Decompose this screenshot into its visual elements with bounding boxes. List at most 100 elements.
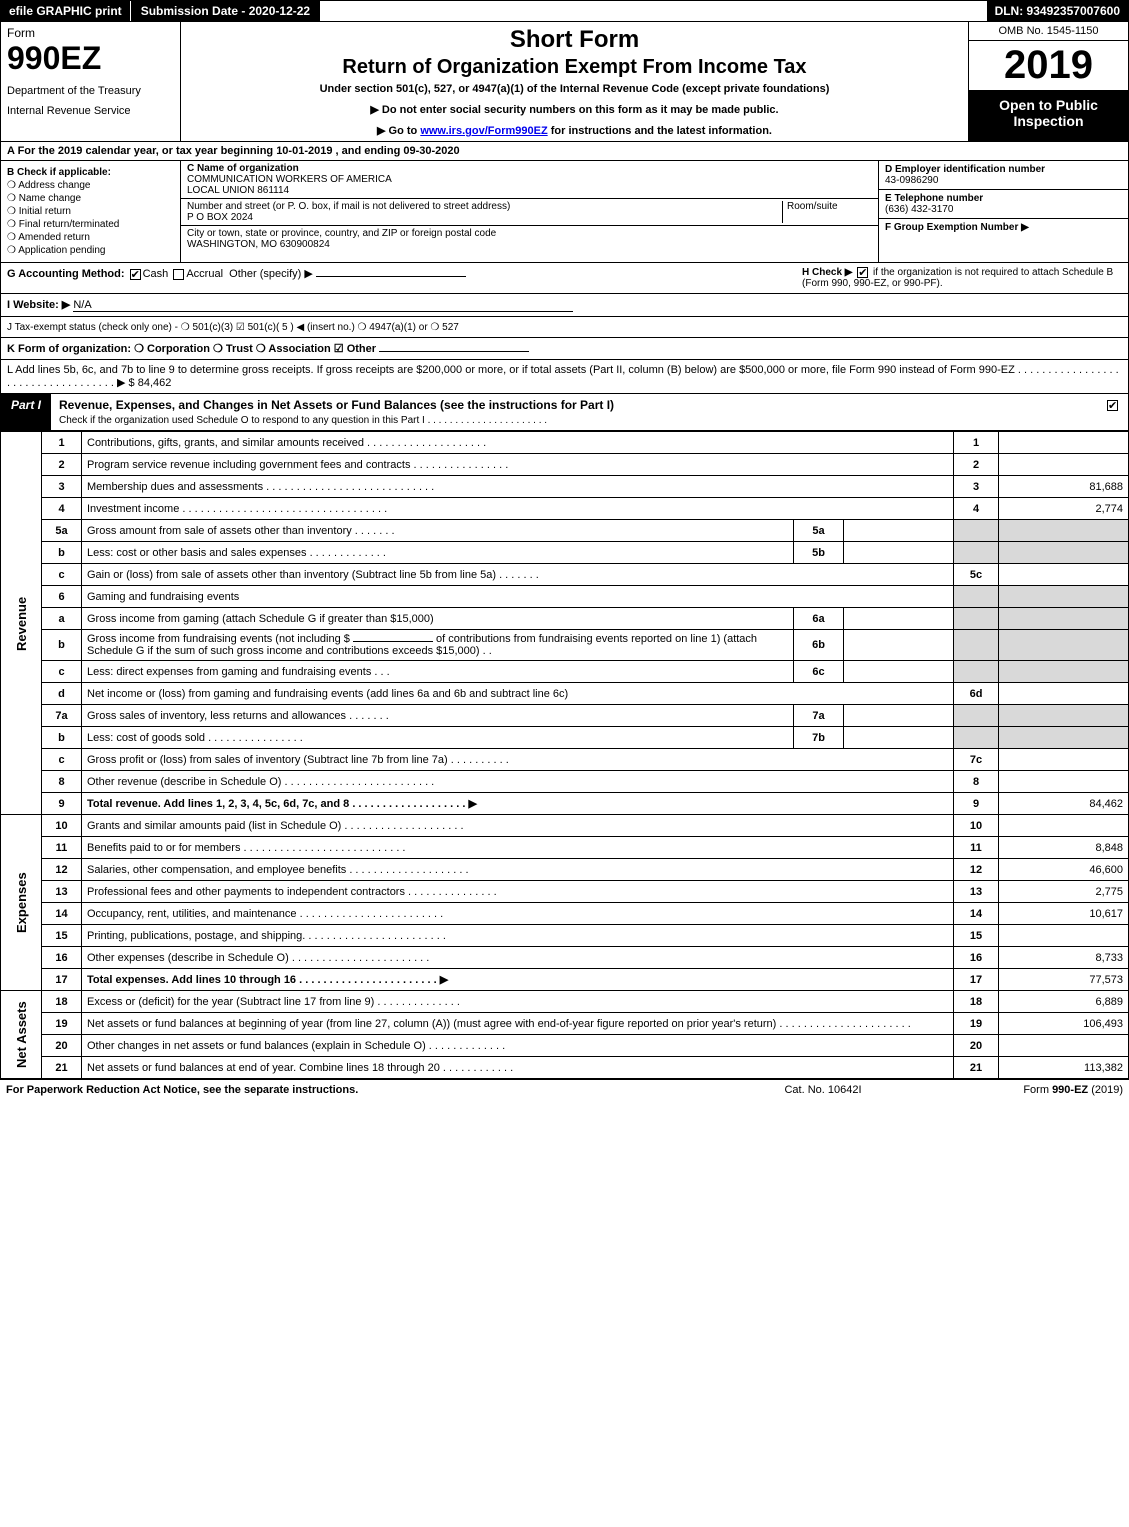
row-i-website: I Website: ▶ N/A <box>0 294 1129 317</box>
ln14-val: 10,617 <box>999 903 1129 925</box>
chk-schedule-b[interactable] <box>857 267 868 278</box>
line-5b: b Less: cost or other basis and sales ex… <box>1 542 1129 564</box>
header-note-ssn: ▶ Do not enter social security numbers o… <box>189 103 960 116</box>
ln6-val <box>999 586 1129 608</box>
ln7a-sv <box>844 705 954 727</box>
ln6d-nc: 6d <box>954 683 999 705</box>
col-b-header: B Check if applicable: <box>7 167 174 178</box>
ln2-num: 2 <box>42 454 82 476</box>
ln10-desc: Grants and similar amounts paid (list in… <box>82 815 954 837</box>
header-left: Form 990EZ Department of the Treasury In… <box>1 22 181 141</box>
chk-final-return[interactable]: Final return/terminated <box>7 219 174 230</box>
ln17-val: 77,573 <box>999 969 1129 991</box>
ln7a-nc <box>954 705 999 727</box>
j-text: J Tax-exempt status (check only one) - ❍… <box>7 322 459 333</box>
ln18-nc: 18 <box>954 991 999 1013</box>
line-3: 3 Membership dues and assessments . . . … <box>1 476 1129 498</box>
chk-application-pending[interactable]: Application pending <box>7 245 174 256</box>
chk-cash[interactable] <box>130 269 141 280</box>
ln6a-num: a <box>42 608 82 630</box>
ln7c-num: c <box>42 749 82 771</box>
ln7b-val <box>999 727 1129 749</box>
ln5b-num: b <box>42 542 82 564</box>
ln6b-nc <box>954 630 999 661</box>
ln19-nc: 19 <box>954 1013 999 1035</box>
line-18: Net Assets 18 Excess or (deficit) for th… <box>1 991 1129 1013</box>
g-label: G Accounting Method: <box>7 268 125 280</box>
line-16: 16 Other expenses (describe in Schedule … <box>1 947 1129 969</box>
ln11-desc: Benefits paid to or for members . . . . … <box>82 837 954 859</box>
ln6-nc <box>954 586 999 608</box>
line-5a: 5a Gross amount from sale of assets othe… <box>1 520 1129 542</box>
chk-amended-return[interactable]: Amended return <box>7 232 174 243</box>
line-14: 14 Occupancy, rent, utilities, and maint… <box>1 903 1129 925</box>
ln12-num: 12 <box>42 859 82 881</box>
irs-link[interactable]: www.irs.gov/Form990EZ <box>420 125 547 137</box>
row-k-org-form: K Form of organization: ❍ Corporation ❍ … <box>0 338 1129 360</box>
ln15-nc: 15 <box>954 925 999 947</box>
line-13: 13 Professional fees and other payments … <box>1 881 1129 903</box>
ln14-nc: 14 <box>954 903 999 925</box>
ln16-num: 16 <box>42 947 82 969</box>
ln6b-num: b <box>42 630 82 661</box>
ln15-desc: Printing, publications, postage, and shi… <box>82 925 954 947</box>
ln8-num: 8 <box>42 771 82 793</box>
ein-value: 43-0986290 <box>885 175 938 186</box>
other-specify-field[interactable] <box>316 276 466 277</box>
line-15: 15 Printing, publications, postage, and … <box>1 925 1129 947</box>
ln3-val: 81,688 <box>999 476 1129 498</box>
header-subtitle: Under section 501(c), 527, or 4947(a)(1)… <box>189 83 960 95</box>
line-20: 20 Other changes in net assets or fund b… <box>1 1035 1129 1057</box>
title-short-form: Short Form <box>189 26 960 54</box>
chk-name-change[interactable]: Name change <box>7 193 174 204</box>
tax-year: 2019 <box>969 41 1128 91</box>
ln19-desc: Net assets or fund balances at beginning… <box>82 1013 954 1035</box>
ln17-desc: Total expenses. Add lines 10 through 16 … <box>82 969 954 991</box>
form-number: 990EZ <box>7 40 174 77</box>
line-5c: c Gain or (loss) from sale of assets oth… <box>1 564 1129 586</box>
ln12-val: 46,600 <box>999 859 1129 881</box>
line-9: 9 Total revenue. Add lines 1, 2, 3, 4, 5… <box>1 793 1129 815</box>
k-other-field[interactable] <box>379 351 529 352</box>
chk-address-change[interactable]: Address change <box>7 180 174 191</box>
line-6d: d Net income or (loss) from gaming and f… <box>1 683 1129 705</box>
chk-accrual[interactable] <box>173 269 184 280</box>
l-text: L Add lines 5b, 6c, and 7b to line 9 to … <box>7 364 1119 389</box>
ln18-desc: Excess or (deficit) for the year (Subtra… <box>82 991 954 1013</box>
ln11-nc: 11 <box>954 837 999 859</box>
chk-initial-return[interactable]: Initial return <box>7 206 174 217</box>
ln4-nc: 4 <box>954 498 999 520</box>
info-grid: B Check if applicable: Address change Na… <box>0 161 1129 263</box>
chk-schedule-o[interactable] <box>1107 400 1118 411</box>
ln14-desc: Occupancy, rent, utilities, and maintena… <box>82 903 954 925</box>
group-exemption-label: F Group Exemption Number ▶ <box>885 222 1029 233</box>
line-10: Expenses 10 Grants and similar amounts p… <box>1 815 1129 837</box>
part1-sub: Check if the organization used Schedule … <box>59 415 547 426</box>
netassets-side-label: Net Assets <box>1 991 42 1079</box>
footer-left: For Paperwork Reduction Act Notice, see … <box>6 1084 723 1096</box>
ln5a-val <box>999 520 1129 542</box>
footer-right-post: (2019) <box>1088 1084 1123 1096</box>
ln19-num: 19 <box>42 1013 82 1035</box>
part1-header-row: Part I Revenue, Expenses, and Changes in… <box>0 394 1129 431</box>
ln16-desc: Other expenses (describe in Schedule O) … <box>82 947 954 969</box>
ln12-nc: 12 <box>954 859 999 881</box>
ln7a-val <box>999 705 1129 727</box>
ln21-val: 113,382 <box>999 1057 1129 1079</box>
col-de: D Employer identification number 43-0986… <box>878 161 1128 262</box>
ln6b-d1: Gross income from fundraising events (no… <box>87 633 350 645</box>
ln5b-nc <box>954 542 999 564</box>
ln6c-val <box>999 661 1129 683</box>
ln6c-sc: 6c <box>794 661 844 683</box>
form-header: Form 990EZ Department of the Treasury In… <box>0 22 1129 142</box>
ln6b-val <box>999 630 1129 661</box>
org-name-2: LOCAL UNION 861114 <box>187 185 289 196</box>
footer-right: Form 990-EZ (2019) <box>923 1084 1123 1096</box>
ln6b-amount-field[interactable] <box>353 641 433 642</box>
ln5c-num: c <box>42 564 82 586</box>
ln6d-val <box>999 683 1129 705</box>
line-4: 4 Investment income . . . . . . . . . . … <box>1 498 1129 520</box>
efile-print-button[interactable]: efile GRAPHIC print <box>1 1 131 21</box>
ln9-num: 9 <box>42 793 82 815</box>
ln20-nc: 20 <box>954 1035 999 1057</box>
